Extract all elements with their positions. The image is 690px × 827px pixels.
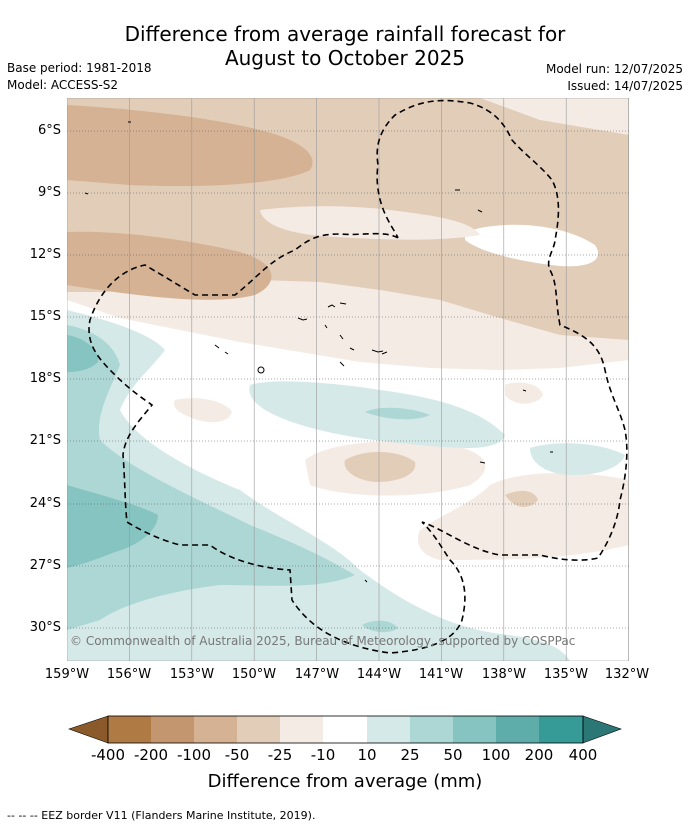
lon-label-153w: 153°W: [169, 667, 215, 682]
base-period: Base period: 1981-2018: [7, 61, 152, 75]
lon-label-150w: 150°W: [231, 667, 277, 682]
colorbar-label-12: 400: [568, 746, 598, 764]
colorbar-label-6: -10: [310, 746, 336, 764]
lon-label-138w: 138°W: [481, 667, 527, 682]
colorbar-label-4: -50: [224, 746, 250, 764]
lon-label-135w: 135°W: [543, 667, 589, 682]
lat-label-6s: 6°S: [37, 123, 61, 138]
colorbar-label-9: 50: [443, 746, 463, 764]
lon-label-141w: 141°W: [418, 667, 464, 682]
meta-right: Model run: 12/07/2025 Issued: 14/07/2025: [546, 61, 683, 95]
title-line-1: Difference from average rainfall forecas…: [124, 22, 566, 46]
lat-label-15s: 15°S: [29, 309, 61, 324]
lat-label-27s: 27°S: [29, 558, 61, 573]
model-name: Model: ACCESS-S2: [7, 78, 119, 92]
colorbar-label-5: -25: [267, 746, 293, 764]
copyright-notice: © Commonwealth of Australia 2025, Bureau…: [70, 634, 576, 648]
colorbar-label-7: 10: [357, 746, 377, 764]
title-line-2: August to October 2025: [224, 46, 466, 70]
lat-label-30s: 30°S: [29, 620, 61, 635]
colorbar-label-1: -400: [90, 746, 126, 764]
colorbar-label-2: -200: [133, 746, 169, 764]
colorbar-label-8: 25: [400, 746, 420, 764]
colorbar-label-3: -100: [176, 746, 212, 764]
lon-label-156w: 156°W: [106, 667, 152, 682]
lon-label-132w: 132°W: [604, 667, 650, 682]
colorbar-title: Difference from average (mm): [207, 771, 483, 792]
lat-label-21s: 21°S: [29, 433, 61, 448]
colorbar-label-11: 200: [524, 746, 554, 764]
meta-left: Base period: 1981-2018 Model: ACCESS-S2: [7, 60, 152, 94]
map-title: Difference from average rainfall forecas…: [0, 22, 690, 70]
eez-legend-note: -- -- -- EEZ border V11 (Flanders Marine…: [7, 809, 316, 822]
rainfall-anomaly-map: [67, 98, 629, 661]
lon-label-144w: 144°W: [356, 667, 402, 682]
lat-label-9s: 9°S: [37, 185, 61, 200]
lat-label-18s: 18°S: [29, 371, 61, 386]
eez-border: [88, 99, 628, 654]
lat-label-24s: 24°S: [29, 496, 61, 511]
issued-date: Issued: 14/07/2025: [567, 79, 683, 93]
model-run: Model run: 12/07/2025: [545, 62, 683, 76]
lon-label-159w: 159°W: [44, 667, 90, 682]
colorbar-label-10: 100: [481, 746, 511, 764]
lat-label-12s: 12°S: [29, 247, 61, 262]
lon-label-147w: 147°W: [294, 667, 340, 682]
